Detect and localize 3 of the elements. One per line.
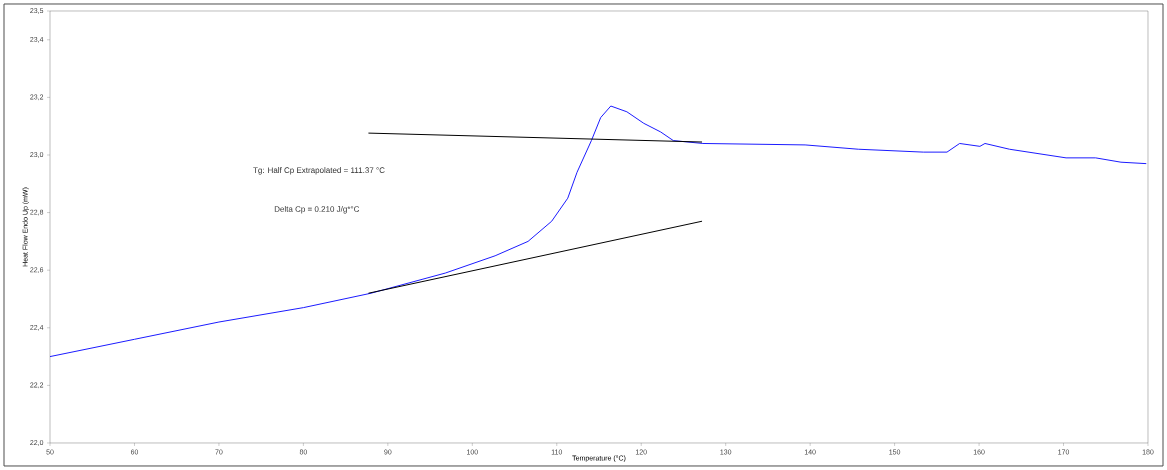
annotation: Tg: Half Cp Extrapolated = 111.37 °C [253, 167, 385, 175]
annotation: Delta Cp = 0.210 J/g*°C [274, 205, 360, 214]
line-series [49, 105, 1147, 358]
